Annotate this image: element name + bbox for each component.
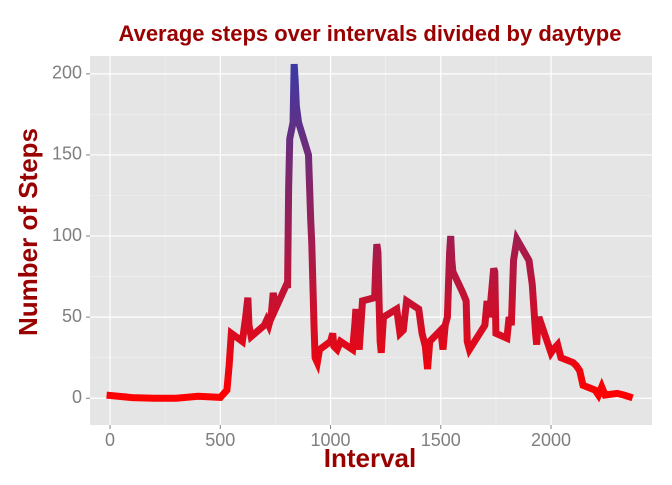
- chart-title: Average steps over intervals divided by …: [119, 21, 622, 46]
- y-tick-label: 50: [62, 306, 82, 326]
- x-tick-label: 0: [105, 430, 115, 450]
- y-tick-label: 150: [52, 144, 82, 164]
- plot-panel: [90, 56, 652, 425]
- y-tick-label: 200: [52, 63, 82, 83]
- y-tick-label: 0: [72, 387, 82, 407]
- x-tick-label: 500: [205, 430, 235, 450]
- x-tick-label: 1500: [421, 430, 461, 450]
- data-line: [106, 63, 634, 403]
- y-tick-label: 100: [52, 225, 82, 245]
- x-tick-label: 2000: [531, 430, 571, 450]
- x-axis-label: Interval: [324, 443, 417, 473]
- y-axis-label: Number of Steps: [13, 128, 43, 336]
- x-tick-label: 1000: [311, 430, 351, 450]
